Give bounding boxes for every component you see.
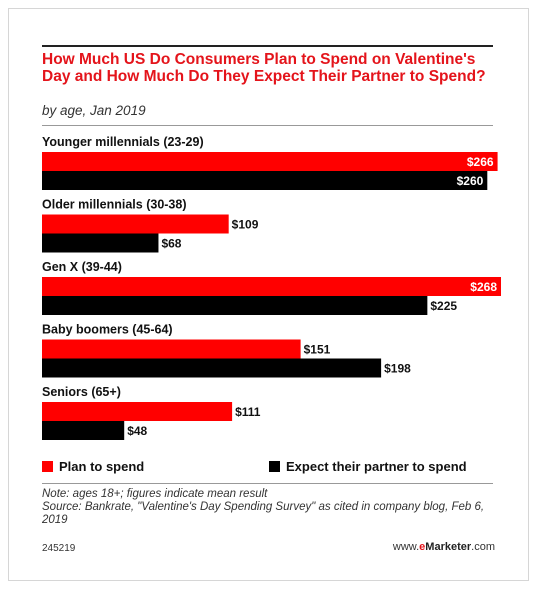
top-rule: [42, 45, 493, 47]
legend-plan-label: Plan to spend: [59, 459, 145, 474]
bar-value-label: $109: [232, 218, 259, 232]
legend-expect: Expect their partner to spend: [269, 459, 467, 474]
subtitle-rule: [42, 125, 493, 126]
bar-value-label: $111: [235, 405, 261, 419]
bar-value-label: $225: [430, 299, 457, 313]
category-label: Younger millennials (23-29): [42, 135, 204, 149]
category-label: Older millennials (30-38): [42, 198, 187, 212]
bar-expect: [42, 233, 159, 253]
brand-e: e: [419, 541, 426, 553]
legend-plan-swatch: [42, 461, 53, 472]
category-label: Gen X (39-44): [42, 260, 122, 274]
brand-link[interactable]: www.eMarketer.com: [393, 541, 495, 553]
chart-id: 245219: [42, 543, 76, 554]
legend-expect-swatch: [269, 461, 280, 472]
brand-name: Marketer: [425, 541, 472, 553]
bar-value-label: $68: [161, 237, 181, 251]
bar-value-label: $260: [457, 174, 484, 188]
legend-plan: Plan to spend: [42, 459, 144, 474]
note-rule: [42, 483, 493, 484]
category-label: Seniors (65+): [42, 385, 121, 399]
bar-expect: [42, 171, 488, 190]
brand-suffix: .com: [471, 541, 495, 553]
bar-value-label: $48: [127, 424, 147, 438]
bar-expect: [42, 296, 428, 315]
bar-value-label: $198: [384, 362, 411, 376]
bar-plan: [42, 277, 501, 296]
chart-title: How Much US Do Consumers Plan to Spend o…: [42, 51, 486, 85]
bar-value-label: $268: [470, 280, 497, 294]
note-text: Note: ages 18+; figures indicate mean re…: [42, 488, 268, 500]
legend-expect-label: Expect their partner to spend: [286, 459, 467, 474]
source-text: Source: Bankrate, "Valentine's Day Spend…: [42, 501, 485, 526]
brand-prefix: www.: [392, 541, 420, 553]
bar-plan: [42, 152, 498, 171]
footnote: Note: ages 18+; figures indicate mean re…: [42, 488, 497, 527]
bar-plan: [42, 339, 301, 359]
bar-plan: [42, 214, 229, 234]
category-label: Baby boomers (45-64): [42, 323, 173, 337]
bar-value-label: $151: [304, 343, 331, 357]
bar-expect: [42, 358, 382, 378]
chart-subtitle: by age, Jan 2019: [42, 103, 146, 118]
bar-plan: [42, 402, 233, 421]
bar-expect: [42, 421, 125, 440]
bar-value-label: $266: [467, 155, 494, 169]
